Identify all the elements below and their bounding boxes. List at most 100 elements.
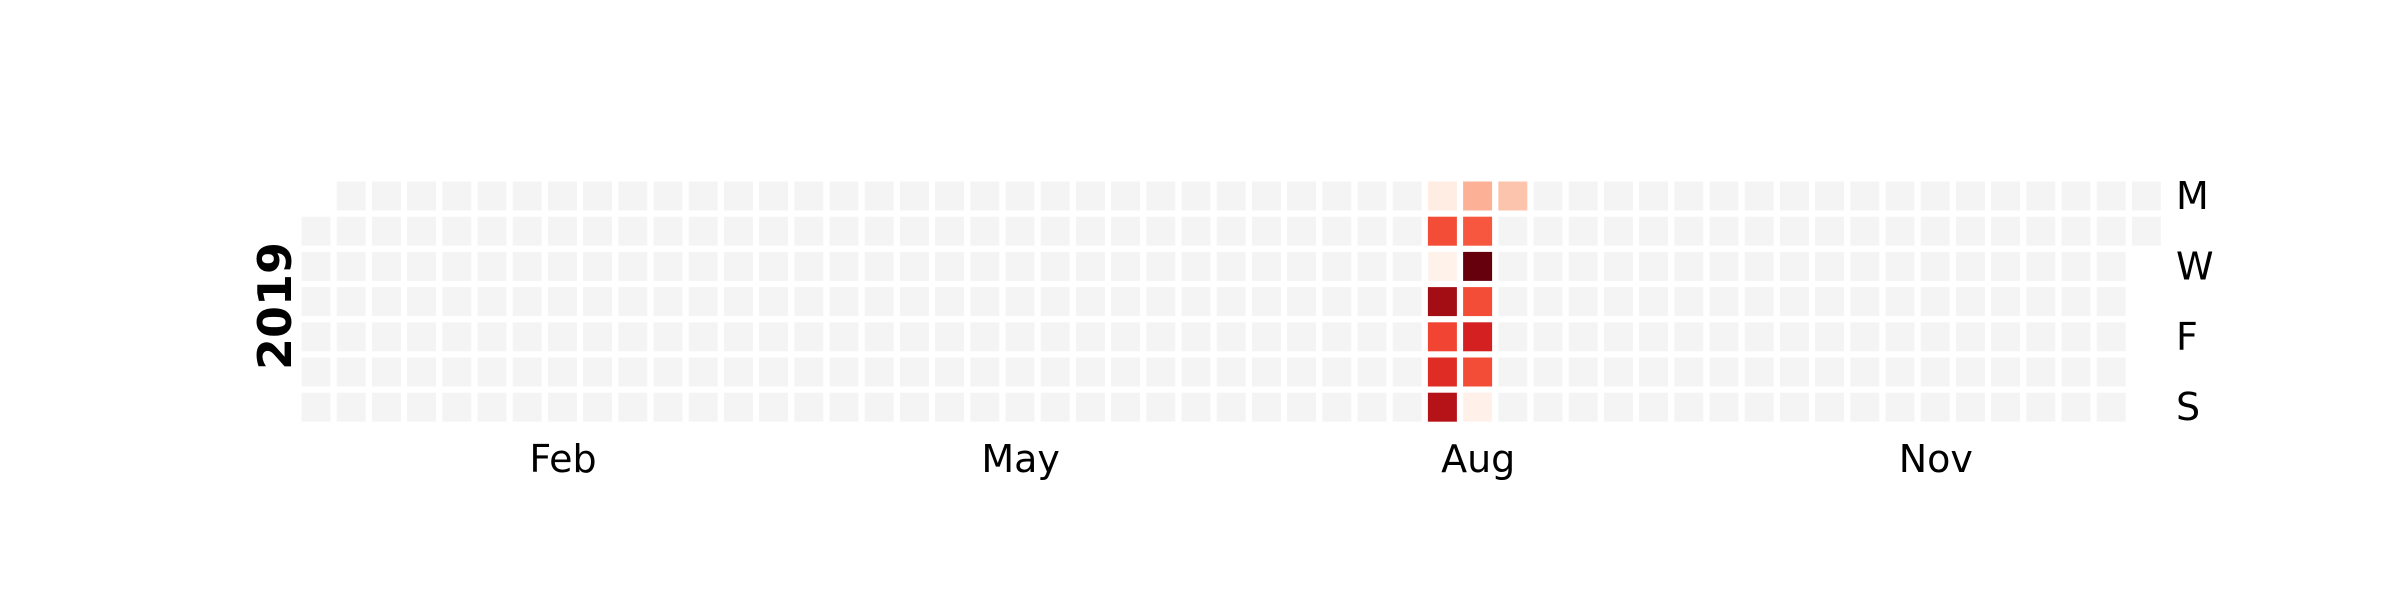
heatmap-cell bbox=[439, 178, 475, 214]
heatmap-cell bbox=[1002, 178, 1038, 214]
heatmap-cell bbox=[1284, 389, 1320, 425]
heatmap-cell bbox=[650, 248, 686, 284]
heatmap-cell bbox=[1741, 248, 1777, 284]
heatmap-cell bbox=[1600, 248, 1636, 284]
heatmap-cell bbox=[1530, 319, 1566, 355]
heatmap-cell-active bbox=[1495, 178, 1531, 214]
heatmap-cell bbox=[1072, 178, 1108, 214]
heatmap-cell bbox=[650, 178, 686, 214]
heatmap-cell bbox=[580, 284, 616, 320]
heatmap-cell bbox=[1143, 178, 1179, 214]
heatmap-cell-active bbox=[1424, 389, 1460, 425]
heatmap-cell bbox=[298, 389, 334, 425]
heatmap-cell bbox=[861, 354, 897, 390]
heatmap-cell bbox=[1319, 354, 1355, 390]
heatmap-cell bbox=[1847, 354, 1883, 390]
heatmap-cell bbox=[1108, 213, 1144, 249]
heatmap-cell bbox=[1741, 178, 1777, 214]
heatmap-cell bbox=[1671, 319, 1707, 355]
heatmap-cell bbox=[1882, 248, 1918, 284]
heatmap-cell bbox=[1248, 354, 1284, 390]
heatmap-cell bbox=[333, 213, 369, 249]
heatmap-cell bbox=[967, 248, 1003, 284]
heatmap-cell bbox=[1002, 354, 1038, 390]
heatmap-cell bbox=[896, 354, 932, 390]
heatmap-cell bbox=[791, 319, 827, 355]
heatmap-cell bbox=[1143, 213, 1179, 249]
heatmap-cell bbox=[1952, 213, 1988, 249]
heatmap-cell bbox=[439, 213, 475, 249]
heatmap-cell bbox=[544, 389, 580, 425]
heatmap-cell bbox=[2128, 178, 2164, 214]
heatmap-cell bbox=[2058, 284, 2094, 320]
heatmap-cell bbox=[826, 178, 862, 214]
heatmap-cell bbox=[544, 178, 580, 214]
heatmap-cell bbox=[720, 389, 756, 425]
heatmap-cell bbox=[404, 319, 440, 355]
heatmap-cell bbox=[896, 319, 932, 355]
heatmap-cell bbox=[685, 248, 721, 284]
heatmap-cell bbox=[1284, 284, 1320, 320]
heatmap-cell bbox=[1495, 213, 1531, 249]
heatmap-cell bbox=[1530, 389, 1566, 425]
heatmap-cell bbox=[1917, 248, 1953, 284]
heatmap-cell bbox=[1213, 319, 1249, 355]
heatmap-cell bbox=[544, 319, 580, 355]
heatmap-cell bbox=[1988, 354, 2024, 390]
heatmap-cell bbox=[1812, 354, 1848, 390]
heatmap-cell bbox=[1565, 284, 1601, 320]
heatmap-cell bbox=[720, 284, 756, 320]
month-label: Nov bbox=[1899, 437, 1973, 481]
heatmap-cell bbox=[650, 389, 686, 425]
heatmap-cell-active bbox=[1460, 178, 1496, 214]
heatmap-cell bbox=[1248, 284, 1284, 320]
heatmap-cell bbox=[1636, 389, 1672, 425]
heatmap-cell bbox=[1776, 354, 1812, 390]
heatmap-cell bbox=[932, 284, 968, 320]
heatmap-cell bbox=[1636, 354, 1672, 390]
heatmap-cell bbox=[1600, 354, 1636, 390]
heatmap-cell bbox=[474, 248, 510, 284]
heatmap-cell bbox=[2023, 248, 2059, 284]
heatmap-cell bbox=[333, 178, 369, 214]
heatmap-cell bbox=[509, 178, 545, 214]
heatmap-cell-active bbox=[1460, 248, 1496, 284]
heatmap-cell bbox=[1354, 354, 1390, 390]
heatmap-cell bbox=[826, 319, 862, 355]
heatmap-cell bbox=[298, 319, 334, 355]
heatmap-cell bbox=[1389, 319, 1425, 355]
heatmap-cell bbox=[1389, 248, 1425, 284]
heatmap-cell bbox=[368, 354, 404, 390]
heatmap-cell bbox=[404, 354, 440, 390]
heatmap-cell bbox=[333, 319, 369, 355]
heatmap-cell bbox=[1741, 389, 1777, 425]
heatmap-cell bbox=[967, 284, 1003, 320]
heatmap-cell bbox=[1037, 213, 1073, 249]
heatmap-cell bbox=[1319, 389, 1355, 425]
heatmap-cell bbox=[1178, 354, 1214, 390]
heatmap-cell bbox=[1248, 248, 1284, 284]
heatmap-cell bbox=[1812, 213, 1848, 249]
day-label: F bbox=[2176, 315, 2198, 359]
heatmap-cell bbox=[1776, 319, 1812, 355]
heatmap-cell bbox=[720, 354, 756, 390]
heatmap-cell bbox=[1108, 178, 1144, 214]
heatmap-cell bbox=[404, 284, 440, 320]
heatmap-cell bbox=[1636, 178, 1672, 214]
heatmap-cell bbox=[509, 213, 545, 249]
heatmap-cell bbox=[720, 213, 756, 249]
heatmap-cell bbox=[791, 389, 827, 425]
heatmap-cell bbox=[1213, 284, 1249, 320]
heatmap-cell bbox=[1037, 389, 1073, 425]
heatmap-cell bbox=[1952, 319, 1988, 355]
heatmap-cell bbox=[932, 248, 968, 284]
heatmap-cell bbox=[1213, 354, 1249, 390]
heatmap-cell bbox=[474, 389, 510, 425]
heatmap-cell bbox=[2093, 213, 2129, 249]
heatmap-cell bbox=[1636, 284, 1672, 320]
heatmap-cell bbox=[1600, 389, 1636, 425]
heatmap-cell bbox=[1600, 284, 1636, 320]
heatmap-cell bbox=[932, 354, 968, 390]
heatmap-cell-active bbox=[1460, 319, 1496, 355]
